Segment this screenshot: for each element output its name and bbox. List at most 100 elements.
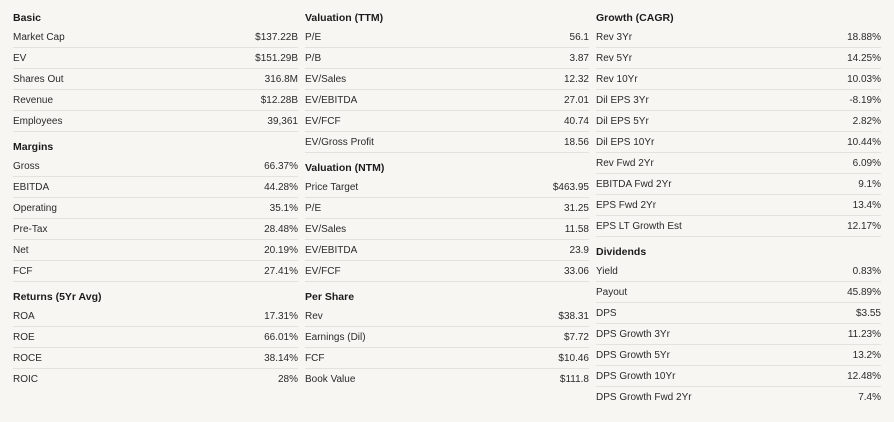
stat-label: EV/Sales [305, 73, 347, 85]
stat-value: 2.82% [852, 115, 881, 127]
stat-label: ROIC [13, 374, 38, 385]
stat-value: $7.72 [563, 331, 589, 343]
stat-row-roic: ROIC 28% [13, 369, 298, 390]
stat-value: 11.58 [564, 223, 589, 235]
stat-value: 33.06 [563, 265, 589, 277]
stat-value: 31.25 [563, 202, 589, 214]
stat-label: ROA [13, 310, 35, 322]
stat-value: 316.8M [264, 73, 298, 85]
stat-value: -8.19% [849, 94, 881, 106]
stat-row-ev-gross-profit-ttm: EV/Gross Profit 18.56 [305, 132, 589, 153]
stat-value: $10.46 [558, 352, 589, 364]
stat-row-earnings-dil: Earnings (Dil) $7.72 [305, 327, 589, 348]
stat-value: 56.1 [569, 31, 589, 43]
stat-row-dil-eps-5yr: Dil EPS 5Yr 2.82% [596, 111, 881, 132]
stat-label: Operating [13, 202, 57, 214]
stat-label: Gross [13, 160, 40, 172]
section-title-growth: Growth (CAGR) [596, 12, 674, 24]
stat-row-pb-ttm: P/B 3.87 [305, 48, 589, 69]
stat-value: $111.8 [559, 374, 589, 385]
section-title-per-share: Per Share [305, 291, 355, 303]
column-basic-margins-returns: Basic Market Cap $137.22B EV $151.29B Shar… [13, 8, 298, 390]
stat-label: Yield [596, 265, 618, 277]
stat-row-eps-fwd-2yr: EPS Fwd 2Yr 13.4% [596, 195, 881, 216]
stat-value: 14.25% [847, 52, 881, 64]
stat-row-shares-out: Shares Out 316.8M [13, 69, 298, 90]
section-title-valuation-ntm: Valuation (NTM) [305, 162, 385, 174]
stat-label: Book Value [305, 374, 356, 385]
stat-label: Dil EPS 5Yr [596, 115, 649, 127]
stat-value: $3.55 [855, 307, 881, 319]
stat-value: 23.9 [569, 244, 589, 256]
stat-label: Market Cap [13, 31, 65, 43]
stat-label: EV/EBITDA [305, 94, 358, 106]
stat-value: 17.31% [264, 310, 298, 322]
stat-label: Dil EPS 3Yr [596, 94, 649, 106]
stat-label: EV/FCF [305, 115, 341, 127]
stat-label: Revenue [13, 94, 54, 106]
stat-row-employees: Employees 39,361 [13, 111, 298, 132]
stat-label: EBITDA Fwd 2Yr [596, 178, 672, 190]
stat-value: 12.48% [847, 370, 881, 382]
stat-row-net: Net 20.19% [13, 240, 298, 261]
stat-row-roe: ROE 66.01% [13, 327, 298, 348]
stat-label: Rev 3Yr [596, 31, 633, 43]
stat-label: Earnings (Dil) [305, 331, 366, 343]
stat-label: Payout [596, 286, 628, 298]
stat-row-rev-3yr: Rev 3Yr 18.88% [596, 27, 881, 48]
stat-row-dps-growth-3yr: DPS Growth 3Yr 11.23% [596, 324, 881, 345]
stat-value: 18.56 [563, 136, 589, 148]
stat-value: 28% [277, 374, 298, 385]
stat-row-ebitda: EBITDA 44.28% [13, 177, 298, 198]
stat-label: EPS Fwd 2Yr [596, 199, 657, 211]
stat-row-ev-sales-ttm: EV/Sales 12.32 [305, 69, 589, 90]
stat-label: Rev Fwd 2Yr [596, 157, 654, 169]
stat-label: FCF [13, 265, 33, 277]
stat-value: 3.87 [569, 52, 589, 64]
stat-row-ev-ebitda-ttm: EV/EBITDA 27.01 [305, 90, 589, 111]
stat-label: Rev [305, 310, 323, 322]
stat-row-market-cap: Market Cap $137.22B [13, 27, 298, 48]
stat-row-roa: ROA 17.31% [13, 306, 298, 327]
stat-row-dps-growth-10yr: DPS Growth 10Yr 12.48% [596, 366, 881, 387]
stat-label: Pre-Tax [13, 223, 48, 235]
stat-label: EPS LT Growth Est [596, 220, 682, 232]
stat-label: ROCE [13, 352, 42, 364]
stat-value: 11.23% [847, 328, 881, 340]
stat-value: 45.89% [847, 286, 881, 298]
stat-value: 66.01% [264, 331, 298, 343]
stat-label: DPS Growth Fwd 2Yr [596, 392, 692, 403]
stat-value: 38.14% [264, 352, 298, 364]
stat-label: Dil EPS 10Yr [596, 136, 655, 148]
stat-label: EV/Sales [305, 223, 347, 235]
stat-row-book-value: Book Value $111.8 [305, 369, 589, 390]
stat-value: 44.28% [264, 181, 298, 193]
stat-value: $12.28B [260, 94, 298, 106]
stat-row-dil-eps-10yr: Dil EPS 10Yr 10.44% [596, 132, 881, 153]
stat-value: $137.22B [255, 31, 298, 43]
stat-row-dps-growth-fwd-2yr: DPS Growth Fwd 2Yr 7.4% [596, 387, 881, 408]
stat-label: EV [13, 52, 27, 64]
stat-row-payout: Payout 45.89% [596, 282, 881, 303]
stat-value: 0.83% [852, 265, 881, 277]
stat-row-ev-sales-ntm: EV/Sales 11.58 [305, 219, 589, 240]
stat-label: DPS [596, 307, 617, 319]
stat-label: FCF [305, 352, 325, 364]
stat-row-pe-ntm: P/E 31.25 [305, 198, 589, 219]
section-title-valuation-ttm: Valuation (TTM) [305, 12, 384, 24]
stat-row-eps-lt-growth-est: EPS LT Growth Est 12.17% [596, 216, 881, 237]
stat-row-dil-eps-3yr: Dil EPS 3Yr -8.19% [596, 90, 881, 111]
stat-label: DPS Growth 5Yr [596, 349, 670, 361]
stat-row-ebitda-fwd-2yr: EBITDA Fwd 2Yr 9.1% [596, 174, 881, 195]
stat-row-revenue: Revenue $12.28B [13, 90, 298, 111]
stat-row-pe-ttm: P/E 56.1 [305, 27, 589, 48]
stat-row-rev-fwd-2yr: Rev Fwd 2Yr 6.09% [596, 153, 881, 174]
stat-value: 18.88% [847, 31, 881, 43]
stat-value: 10.44% [847, 136, 881, 148]
stat-value: 35.1% [269, 202, 298, 214]
section-title-margins: Margins [13, 141, 54, 153]
stat-label: DPS Growth 3Yr [596, 328, 670, 340]
stat-label: ROE [13, 331, 35, 343]
stat-value: $151.29B [255, 52, 298, 64]
